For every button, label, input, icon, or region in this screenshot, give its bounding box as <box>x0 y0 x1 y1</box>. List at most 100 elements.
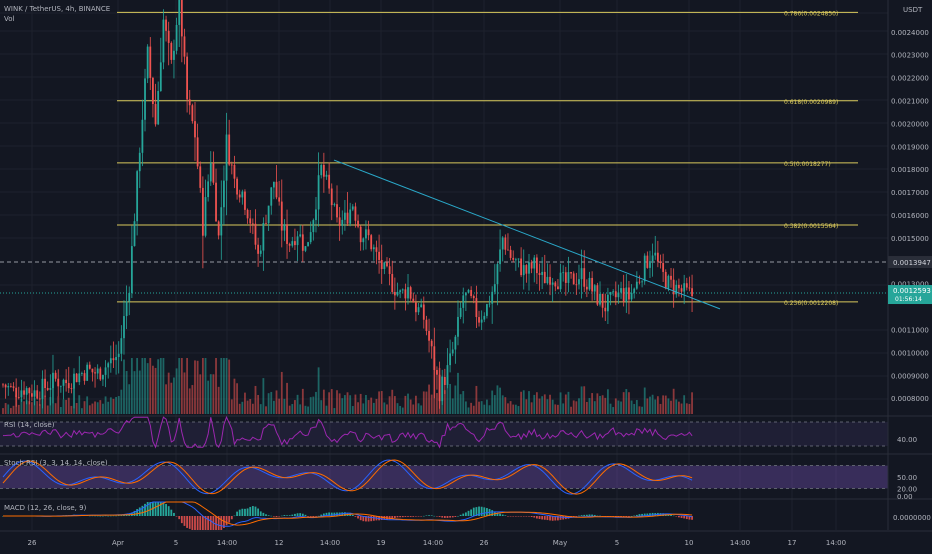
volume-bar <box>359 393 362 414</box>
volume-bar <box>617 400 620 414</box>
candle-body <box>646 255 649 268</box>
macd-histogram-bar <box>194 516 196 530</box>
macd-histogram-bar <box>520 516 523 517</box>
macd-histogram-bar <box>330 512 333 516</box>
volume-bar <box>91 403 94 414</box>
volume-bar <box>635 399 638 414</box>
candle-body <box>301 234 304 251</box>
volume-bar <box>685 403 688 414</box>
macd-histogram-bar <box>259 511 262 516</box>
volume-bar <box>612 407 615 414</box>
candle-body <box>73 373 75 389</box>
candle-body <box>70 388 73 389</box>
volume-bar <box>588 398 591 414</box>
macd-histogram-bar <box>220 516 223 530</box>
candle-body <box>304 246 307 251</box>
candle-body <box>280 201 283 231</box>
macd-histogram-bar <box>286 515 288 516</box>
volume-bar <box>567 391 570 414</box>
candle-body <box>54 372 57 379</box>
macd-histogram-bar <box>173 512 175 516</box>
candle-body <box>94 372 96 374</box>
volume-bar <box>249 399 252 414</box>
candle-body <box>462 295 465 308</box>
volume-bar <box>393 396 396 414</box>
macd-histogram-bar <box>94 515 96 517</box>
candle-body <box>620 288 622 293</box>
volume-bar <box>136 358 139 414</box>
volume-bar <box>17 404 20 414</box>
candle-body <box>33 390 36 397</box>
volume-bar <box>675 399 678 414</box>
volume-bar <box>157 359 160 414</box>
candle-body <box>428 330 430 341</box>
macd-histogram-bar <box>688 516 691 520</box>
candle-body <box>522 265 525 276</box>
macd-histogram-bar <box>517 516 520 517</box>
macd-histogram-bar <box>459 514 462 516</box>
macd-histogram-bar <box>641 513 643 516</box>
candle-body <box>557 286 559 290</box>
volume-bar <box>338 393 341 414</box>
macd-histogram-bar <box>443 516 446 518</box>
volume-bar <box>396 403 399 414</box>
candle-body <box>96 368 99 374</box>
volume-bar <box>641 406 643 414</box>
candle-body <box>91 368 94 373</box>
volume-bar <box>141 358 144 414</box>
volume-bar <box>144 358 146 414</box>
volume-bar <box>591 393 594 414</box>
candle-body <box>144 78 146 120</box>
last-price-box <box>888 285 932 305</box>
candle-body <box>486 304 488 316</box>
symbol-title: WINK / TetherUS, 4h, BINANCE <box>4 5 110 13</box>
volume-bar <box>422 391 425 414</box>
macd-histogram-bar <box>157 502 160 516</box>
last-price-countdown: 01:56:14 <box>895 296 922 303</box>
volume-bar <box>538 398 541 414</box>
candle-body <box>251 223 254 225</box>
volume-bar <box>351 406 354 414</box>
candle-body <box>41 378 44 399</box>
macd-histogram-bar <box>483 507 486 516</box>
volume-bar <box>228 359 231 414</box>
volume-bar <box>370 397 373 414</box>
volume-bar <box>20 398 23 414</box>
volume-bar <box>267 393 270 414</box>
macd-histogram-bar <box>472 507 475 516</box>
price-tick: 0.0009000 <box>891 372 929 380</box>
volume-bar <box>275 390 278 414</box>
candle-body <box>546 276 549 284</box>
volume-bar <box>509 401 512 414</box>
candle-body <box>201 187 204 236</box>
volume-bar <box>128 384 131 414</box>
macd-histogram-bar <box>96 515 99 517</box>
macd-histogram-bar <box>149 502 152 516</box>
macd-histogram-bar <box>186 516 188 528</box>
candle-body <box>336 204 338 218</box>
macd-histogram-bar <box>236 511 238 516</box>
candle-body <box>257 244 260 254</box>
volume-bar <box>341 398 344 414</box>
candle-body <box>412 298 415 303</box>
candle-body <box>230 164 233 166</box>
macd-histogram-bar <box>630 515 633 517</box>
volume-bar <box>662 395 665 414</box>
candle-body <box>415 302 417 313</box>
candle-body <box>317 175 320 210</box>
candle-body <box>436 370 438 375</box>
candle-body <box>346 212 349 224</box>
volume-bar <box>349 395 352 414</box>
candle-body <box>472 296 475 299</box>
time-tick: 5 <box>615 539 619 547</box>
volume-bar <box>301 388 304 414</box>
candle-body <box>44 378 46 389</box>
macd-histogram-bar <box>409 516 412 517</box>
candle-body <box>641 281 643 283</box>
macd-pane: MACD (12, 26, close, 9) 0.0000000 <box>2 501 931 530</box>
pane-separators <box>0 415 932 500</box>
volume-bar <box>451 398 454 414</box>
volume-bar <box>614 398 617 414</box>
stoch-tick: 0.00 <box>897 493 913 501</box>
